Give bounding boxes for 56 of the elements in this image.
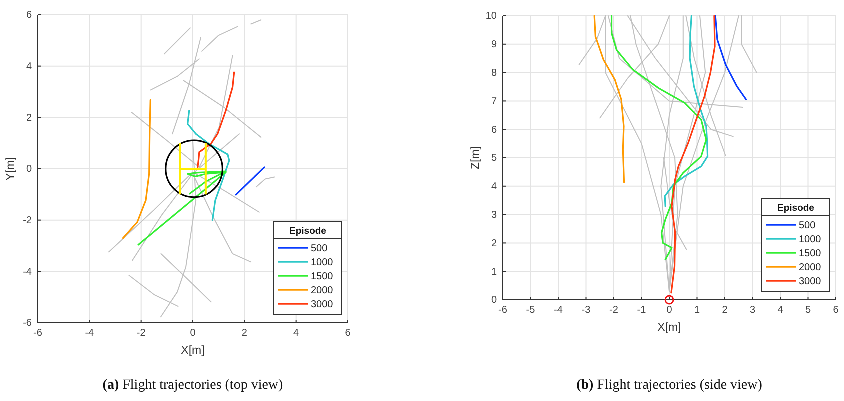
x-tick-label: 6 bbox=[833, 305, 840, 316]
x-tick-label: 4 bbox=[778, 305, 784, 316]
y-tick-label: 3 bbox=[491, 210, 498, 221]
x-tick-label: -2 bbox=[610, 305, 619, 316]
legend-label: 2000 bbox=[311, 286, 334, 296]
y-tick-label: 0 bbox=[491, 295, 498, 306]
x-tick-label: 3 bbox=[750, 305, 756, 316]
x-tick-label: 5 bbox=[805, 305, 812, 316]
y-axis-title: Z[m] bbox=[470, 146, 482, 170]
y-tick-label: -2 bbox=[23, 216, 32, 227]
legend-label: 3000 bbox=[799, 276, 822, 288]
legend-label: 500 bbox=[311, 244, 328, 254]
x-tick-label: -4 bbox=[85, 328, 95, 340]
y-tick-label: 1 bbox=[491, 266, 498, 278]
text: (b) Flight trajectories (side view) bbox=[576, 378, 763, 393]
y-tick-label: 5 bbox=[491, 153, 498, 164]
y-tick-label: -4 bbox=[23, 266, 32, 278]
text: (a) Flight trajectories (top view) bbox=[102, 378, 284, 393]
y-axis-title: Y[m] bbox=[5, 157, 17, 181]
y-tick-label: 2 bbox=[491, 238, 498, 250]
x-tick-label: 4 bbox=[294, 328, 300, 340]
x-tick-label: -1 bbox=[637, 305, 647, 316]
x-tick-label: -6 bbox=[498, 305, 508, 316]
y-tick-label: 0 bbox=[26, 164, 32, 176]
y-tick-label: 7 bbox=[491, 96, 498, 108]
legend-label: 500 bbox=[799, 220, 816, 232]
legend-label: 1500 bbox=[799, 248, 822, 260]
y-tick-label: 10 bbox=[486, 11, 498, 22]
x-tick-label: 0 bbox=[190, 328, 196, 340]
x-tick-label: -3 bbox=[582, 305, 592, 316]
y-tick-label: 9 bbox=[491, 40, 498, 51]
legend-title: Episode bbox=[778, 203, 814, 214]
legend-label: 3000 bbox=[311, 300, 334, 310]
x-tick-label: 2 bbox=[242, 328, 248, 340]
x-axis-title: X[m] bbox=[181, 345, 205, 357]
x-tick-label: 6 bbox=[345, 328, 352, 340]
y-tick-label: -6 bbox=[23, 318, 32, 330]
x-tick-label: 2 bbox=[722, 305, 728, 316]
y-tick-label: 8 bbox=[491, 68, 498, 79]
y-tick-label: 6 bbox=[491, 124, 498, 136]
x-tick-label: -4 bbox=[554, 305, 564, 316]
x-tick-label: 0 bbox=[666, 305, 673, 316]
legend-label: 2000 bbox=[799, 262, 822, 274]
y-tick-label: 4 bbox=[491, 182, 498, 193]
legend-label: 1000 bbox=[799, 234, 822, 246]
legend-label: 1000 bbox=[311, 258, 334, 268]
y-tick-label: 4 bbox=[26, 62, 32, 73]
x-tick-label: -6 bbox=[34, 328, 43, 340]
y-tick-label: 2 bbox=[26, 112, 32, 124]
x-axis-title: X[m] bbox=[658, 322, 682, 334]
x-tick-label: -2 bbox=[136, 328, 146, 340]
legend-title: Episode bbox=[290, 226, 326, 237]
x-tick-label: -5 bbox=[526, 305, 536, 316]
x-tick-label: 1 bbox=[694, 305, 700, 316]
legend-label: 1500 bbox=[311, 272, 334, 282]
y-tick-label: 6 bbox=[26, 10, 32, 22]
